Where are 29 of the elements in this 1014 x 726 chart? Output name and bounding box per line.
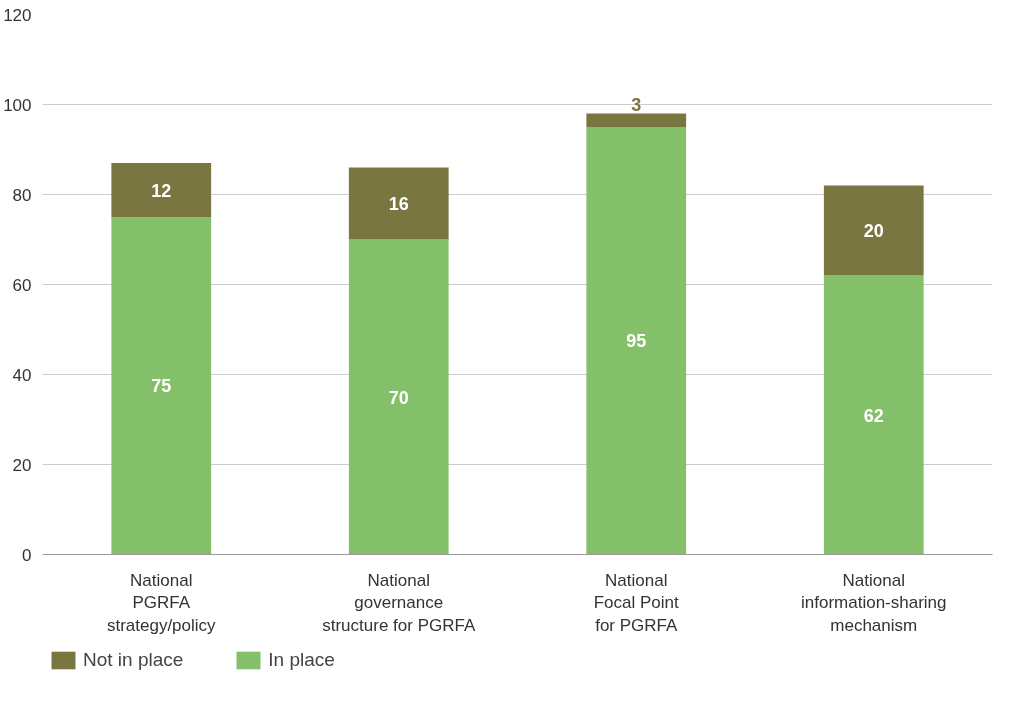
y-tick-label: 60 <box>12 275 32 295</box>
y-tick-label: 40 <box>12 365 32 385</box>
bar <box>823 275 924 555</box>
bar <box>586 127 687 555</box>
data-label: 95 <box>626 331 647 352</box>
data-label: 62 <box>863 405 884 426</box>
legend-label: Not in place <box>83 649 184 671</box>
x-tick-label: National Focal Point for PGRFA <box>593 570 680 636</box>
bar <box>111 163 212 217</box>
data-label: 3 <box>631 94 642 115</box>
x-tick-label: National governance structure for PGRFA <box>322 570 476 636</box>
y-tick-label: 100 <box>3 95 32 115</box>
y-tick-label: 80 <box>12 185 32 205</box>
x-tick-label: National information-sharing mechanism <box>800 570 947 636</box>
bar <box>348 167 449 240</box>
bar <box>111 217 212 555</box>
data-label: 16 <box>388 194 409 214</box>
data-label: 20 <box>863 221 884 241</box>
data-label: 70 <box>388 387 409 408</box>
bar <box>348 239 449 555</box>
y-tick-label: 20 <box>12 455 32 475</box>
legend-label: In place <box>268 649 335 671</box>
bar <box>586 113 687 127</box>
data-label: 12 <box>151 180 172 201</box>
bar <box>823 185 924 276</box>
x-tick-label: National PGRFA strategy/policy <box>106 570 217 636</box>
y-tick-label: 120 <box>3 5 32 25</box>
data-label: 75 <box>151 376 172 397</box>
y-tick-label: 0 <box>22 545 32 565</box>
